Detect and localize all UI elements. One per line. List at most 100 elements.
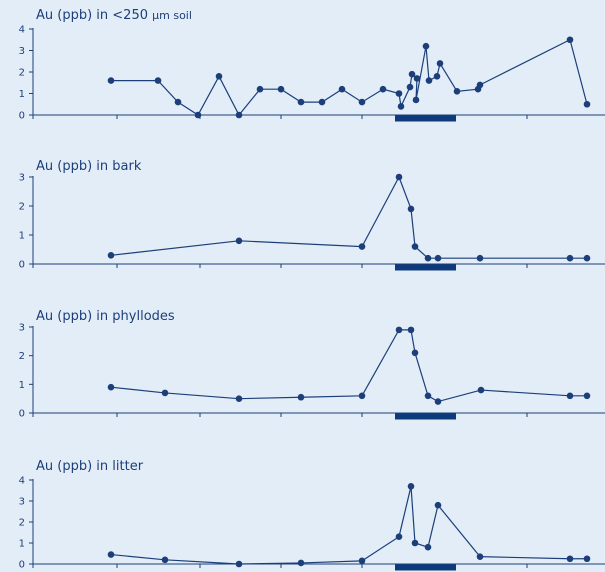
data-point: [583, 392, 591, 400]
y-tick-label: 2: [19, 351, 25, 362]
data-point: [154, 77, 162, 84]
highlight-bar: [395, 115, 456, 122]
panel-title-main: Au (ppb) in <250: [36, 8, 152, 23]
y-tick-label: 1: [19, 380, 25, 391]
data-point: [358, 392, 366, 400]
data-point: [107, 77, 115, 84]
y-tick-label: 0: [19, 260, 25, 271]
panel-title: Au (ppb) in litter: [36, 459, 144, 474]
data-point: [434, 254, 442, 262]
data-point: [194, 111, 202, 119]
data-point: [407, 483, 415, 490]
series-line: [110, 486, 587, 565]
data-point: [235, 395, 243, 402]
data-point: [395, 173, 403, 181]
data-point: [107, 551, 115, 558]
data-point: [358, 98, 366, 106]
y-tick-label: 4: [19, 476, 25, 487]
data-point: [297, 559, 305, 567]
y-tick-label: 2: [19, 518, 25, 529]
series-line: [110, 175, 587, 259]
y-tick-label: 3: [19, 46, 25, 57]
highlight-bar: [395, 564, 456, 571]
data-point: [277, 85, 285, 93]
data-point: [395, 90, 403, 97]
data-point: [161, 556, 169, 564]
data-point: [424, 543, 432, 551]
data-point: [566, 254, 574, 262]
data-point: [407, 326, 415, 334]
data-point: [235, 237, 243, 245]
panel-title: Au (ppb) in bark: [36, 159, 142, 174]
y-tick-label: 0: [19, 409, 25, 420]
data-point: [407, 205, 415, 213]
data-point: [477, 386, 485, 394]
data-point: [436, 60, 444, 67]
panel-litter: Au (ppb) in litter 0 1 2 3 4: [19, 459, 605, 571]
panel-bark: Au (ppb) in bark 0 1 2 3: [19, 159, 605, 271]
data-point: [476, 553, 484, 560]
y-tick-label: 3: [19, 497, 25, 508]
data-point: [413, 75, 421, 82]
data-point: [256, 85, 264, 93]
data-point: [583, 254, 591, 262]
panel-title-unit: µm soil: [152, 9, 192, 22]
data-point: [424, 392, 432, 400]
data-point: [107, 252, 115, 259]
y-tick-label: 4: [19, 25, 25, 36]
data-point: [425, 77, 433, 84]
data-point: [408, 70, 416, 78]
data-point: [476, 254, 484, 262]
y-tick-label: 3: [19, 173, 25, 184]
data-point: [318, 98, 326, 106]
y-tick-label: 3: [19, 323, 25, 334]
data-point: [174, 98, 182, 106]
data-point: [395, 533, 403, 540]
panel-soil: Au (ppb) in <250 µm soil 0 1 2 3 4: [19, 8, 605, 122]
data-point: [379, 85, 387, 93]
data-point: [107, 383, 115, 391]
highlight-bar: [395, 413, 456, 420]
data-point: [433, 73, 441, 80]
data-point: [424, 254, 432, 262]
data-point: [235, 111, 243, 119]
data-point: [583, 555, 591, 563]
data-point: [434, 398, 442, 405]
y-tick-label: 1: [19, 231, 25, 242]
data-point: [161, 389, 169, 397]
data-point: [422, 42, 430, 50]
data-point: [434, 501, 442, 509]
y-tick-label: 2: [19, 68, 25, 79]
y-tick-label: 0: [19, 111, 25, 122]
data-point: [406, 83, 414, 91]
data-point: [297, 393, 305, 401]
data-point: [411, 349, 419, 357]
panel-phyllodes: Au (ppb) in phyllodes 0 1 2 3: [19, 309, 605, 420]
data-point: [453, 88, 461, 95]
y-tick-label: 1: [19, 89, 25, 100]
panel-title: Au (ppb) in <250 µm soil: [36, 8, 192, 23]
data-point: [566, 555, 574, 563]
data-point: [566, 36, 574, 44]
panel-title: Au (ppb) in phyllodes: [36, 309, 175, 324]
data-point: [358, 243, 366, 250]
data-point: [397, 103, 405, 110]
series-line: [111, 38, 588, 117]
data-point: [412, 96, 420, 104]
data-point: [297, 98, 305, 106]
highlight-bar: [395, 264, 456, 271]
y-tick-label: 0: [19, 560, 25, 571]
data-point: [235, 560, 243, 568]
data-point: [566, 392, 574, 400]
data-point: [411, 243, 419, 250]
data-point: [338, 85, 346, 93]
data-point: [476, 81, 484, 89]
data-point: [358, 557, 366, 565]
y-tick-label: 1: [19, 539, 25, 550]
data-point: [411, 539, 419, 547]
series-line: [110, 329, 587, 403]
data-point: [395, 326, 403, 334]
data-point: [215, 73, 223, 80]
data-point: [583, 100, 591, 108]
